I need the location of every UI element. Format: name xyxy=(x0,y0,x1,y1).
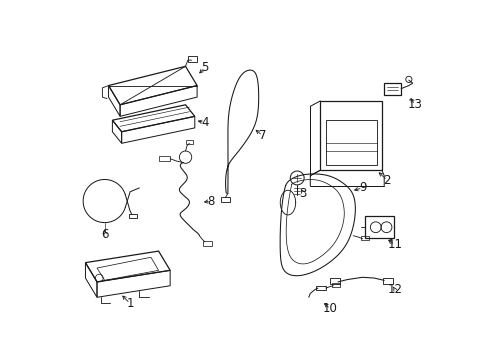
Bar xyxy=(221,197,230,202)
Bar xyxy=(129,214,137,218)
Text: 10: 10 xyxy=(322,302,337,315)
Text: 3: 3 xyxy=(299,187,306,200)
Text: 11: 11 xyxy=(386,238,402,251)
Text: 7: 7 xyxy=(258,129,266,142)
Bar xyxy=(331,283,339,287)
Text: 1: 1 xyxy=(126,297,134,310)
Text: 6: 6 xyxy=(101,228,108,240)
Bar xyxy=(159,156,170,161)
Text: 13: 13 xyxy=(407,98,422,111)
Bar xyxy=(203,241,212,246)
Bar xyxy=(383,278,392,284)
Text: 8: 8 xyxy=(207,194,214,208)
Bar xyxy=(384,83,400,95)
Text: 9: 9 xyxy=(358,181,366,194)
Bar xyxy=(329,278,339,284)
Bar xyxy=(187,56,197,62)
Text: 5: 5 xyxy=(201,61,208,74)
Text: 2: 2 xyxy=(383,174,390,187)
Bar xyxy=(316,286,325,291)
Text: 12: 12 xyxy=(386,283,402,296)
Bar xyxy=(360,236,368,240)
Text: 4: 4 xyxy=(201,116,208,129)
Bar xyxy=(185,140,193,144)
Bar xyxy=(364,216,393,238)
